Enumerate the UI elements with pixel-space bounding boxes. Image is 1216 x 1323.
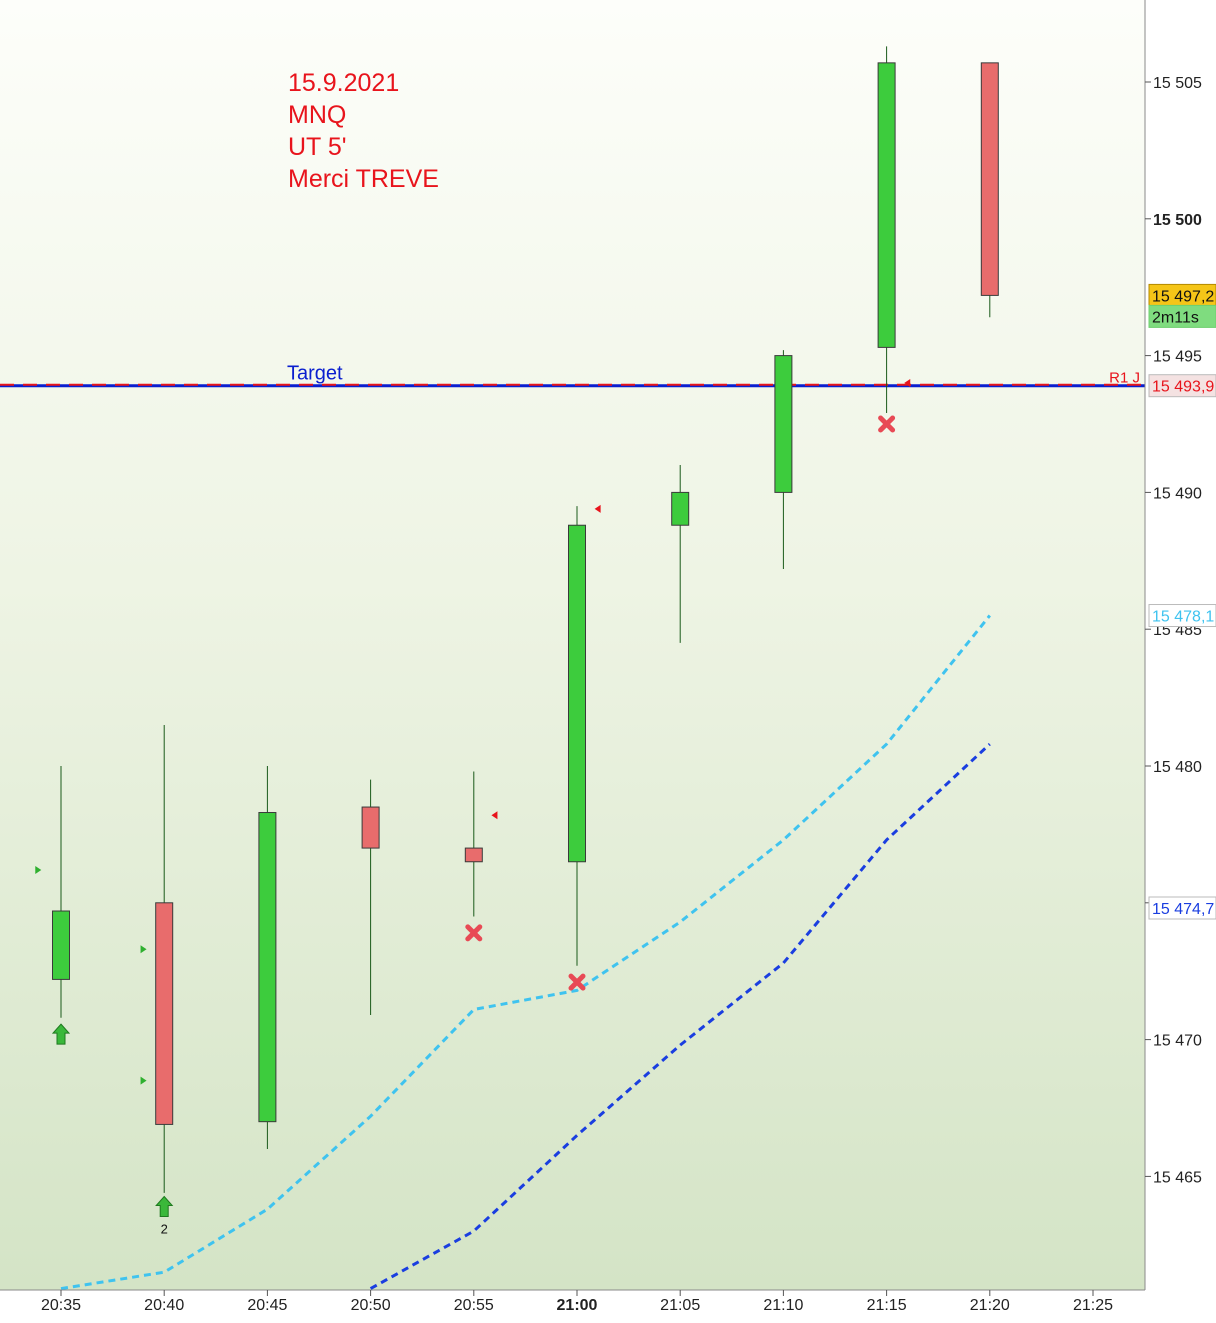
buy-arrow-marker [155,1195,174,1217]
ma-fast-price-label-box [1148,604,1216,628]
x-tick-label: 21:15 [867,1297,907,1314]
candle-body-20:55 [464,847,483,863]
x-tick-label: 20:55 [454,1297,494,1314]
ma-line-fast [60,614,991,1291]
y-tick-label: 15 490 [1153,485,1202,502]
marker-count-label: 2 [161,1221,168,1236]
annotation-line-date: 15.9.2021 [288,69,399,97]
tri-left-marker [594,504,601,513]
x-tick-label: 21:20 [970,1297,1010,1314]
x-tick-label: 21:10 [763,1297,803,1314]
cross-marker [568,973,586,991]
target-label: Target [287,363,343,385]
countdown-label: 2m11s [1152,309,1199,326]
y-tick-label: 15 500 [1153,212,1202,229]
tri-right-marker [140,1076,147,1085]
ma-fast-price-label: 15 478,1 [1152,609,1214,626]
tri-left-marker [491,811,498,820]
y-tick-label: 15 495 [1153,349,1202,366]
buy-arrow-marker [51,1023,71,1045]
x-tick-label: 21:05 [660,1297,700,1314]
candle-body-20:40 [155,902,174,1125]
candle-body-21:20 [980,62,999,296]
tri-right-marker [35,865,42,874]
r1-label: R1 J [1109,370,1140,387]
ma-slow-price-label-box [1148,896,1216,920]
candle-body-21:15 [877,62,896,348]
x-tick-label: 20:35 [41,1297,81,1314]
candle-body-21:10 [774,355,793,493]
candle-body-20:50 [361,806,380,849]
annotation-line-symbol: MNQ [288,101,346,129]
annotation-line-credit: Merci TREVE [288,165,439,193]
y-tick-label: 15 470 [1153,1033,1202,1050]
y-tick-label: 15 505 [1153,75,1202,92]
x-tick-label: 20:45 [247,1297,287,1314]
annotation-line-timeframe: UT 5' [288,133,347,161]
candle-body-20:35 [52,910,70,980]
y-tick-label: 15 480 [1153,759,1202,776]
price-axis-panel [1145,0,1216,1290]
cross-marker [465,924,483,942]
candle-body-21:00 [568,524,586,863]
time-axis-panel [0,1290,1216,1318]
x-tick-label: 20:40 [144,1297,184,1314]
ma-slow-price-label: 15 474,7 [1152,901,1214,918]
countdown-label-box [1148,304,1216,328]
candle-body-20:45 [258,812,277,1123]
candle-body-21:05 [671,491,690,526]
r1-price-label-box [1148,374,1216,398]
r1-price-label: 15 493,9 [1152,379,1214,396]
tri-right-marker [140,945,147,954]
y-tick-label: 15 465 [1153,1169,1202,1186]
last-price-label: 15 497,2 [1152,288,1214,305]
tri-left-marker [904,378,911,387]
x-tick-label: 21:00 [557,1297,598,1314]
ma-line-slow [369,743,991,1290]
x-tick-label: 20:50 [351,1297,391,1314]
cross-marker [878,415,896,433]
x-tick-label: 21:25 [1073,1297,1113,1314]
